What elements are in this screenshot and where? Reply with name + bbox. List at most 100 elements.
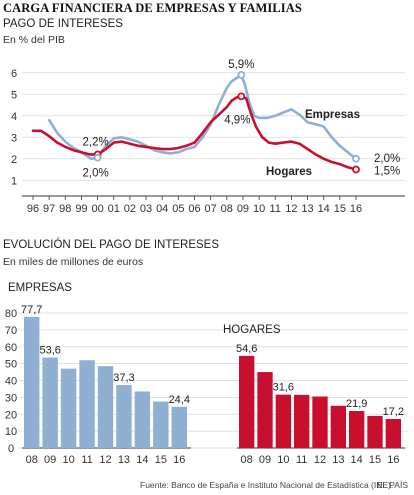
line-xtick-2: 98: [59, 203, 71, 215]
bar-ytick-7: 70: [5, 325, 17, 337]
series-label-hogares: Hogares: [266, 166, 312, 178]
main-title: CARGA FINANCIERA DE EMPRESAS Y FAMILIAS: [3, 1, 302, 15]
source-note: Fuente: Banco de España e Instituto Naci…: [140, 480, 394, 490]
hogares-xtick-10: 10: [277, 454, 289, 466]
line-xtick-13: 09: [237, 203, 249, 215]
line-xtick-17: 13: [301, 203, 313, 215]
empresas-xtick-12: 12: [99, 454, 111, 466]
bar-ytick-8: 80: [5, 308, 17, 320]
line-xtick-10: 06: [188, 203, 200, 215]
line-annotation-label-1: 2,0%: [82, 168, 108, 180]
hogares-xtick-11: 11: [296, 454, 307, 466]
series-label-empresas: Empresas: [305, 109, 360, 121]
line-annotation-label-2: 5,9%: [228, 59, 254, 71]
line-ytick-0: 1: [11, 175, 17, 187]
bar-ytick-4: 40: [5, 376, 17, 388]
line-annotation-marker-5: [352, 165, 360, 174]
empresas-bar-09: [42, 357, 58, 448]
hogares-bar-14: [349, 411, 365, 448]
hogares-bar-11: [294, 394, 310, 448]
empresas-bar-16: [171, 406, 187, 448]
line-ytick-1: 2: [11, 154, 17, 166]
hogares-value-label-16: 17,2: [383, 406, 404, 418]
hogares-xtick-14: 14: [351, 454, 363, 466]
line-xtick-11: 07: [205, 203, 217, 215]
line-annotation-label-3: 4,9%: [224, 114, 250, 126]
empresas-bar-14: [134, 391, 151, 448]
hogares-value-label-10: 31,6: [273, 382, 294, 394]
line-xtick-9: 05: [172, 203, 184, 215]
line-annotation-marker-4: [352, 154, 360, 163]
line-xtick-20: 16: [350, 203, 362, 215]
bar-section-subtitle: En miles de millones de euros: [3, 256, 144, 268]
line-annotation-marker-2: [237, 71, 246, 79]
line-xtick-7: 03: [140, 203, 152, 215]
hogares-xtick-12: 12: [314, 454, 326, 466]
hogares-value-label-08: 54,6: [236, 343, 257, 355]
line-xtick-0: 96: [27, 203, 39, 215]
line-xtick-14: 10: [253, 203, 265, 215]
brand-label: EL PAÍS: [376, 480, 408, 490]
hogares-value-label-14: 21,9: [346, 398, 367, 410]
empresas-value-label-13: 37,3: [113, 372, 134, 384]
hogares-xtick-09: 09: [259, 454, 271, 466]
line-annotation-label-4: 2,0%: [374, 153, 400, 165]
empresas-value-label-16: 24,4: [169, 394, 190, 406]
hogares-bar-08: [239, 355, 255, 448]
line-annotation-label-5: 1,5%: [374, 166, 400, 178]
empresas-xtick-10: 10: [62, 454, 74, 466]
hogares-bar-13: [330, 405, 346, 448]
empresas-xtick-09: 09: [44, 454, 56, 466]
line-chart-subtitle: En % del PIB: [3, 34, 65, 46]
line-annotation-label-0: 2,2%: [82, 136, 108, 148]
bar-ytick-1: 10: [5, 426, 17, 438]
hogares-xtick-16: 16: [387, 454, 399, 466]
hogares-bar-15: [367, 415, 383, 448]
hogares-bar-09: [257, 372, 273, 448]
hogares-xtick-08: 08: [241, 454, 253, 466]
bar-ytick-0: 0: [8, 443, 14, 455]
empresas-xtick-14: 14: [136, 454, 148, 466]
empresas-bar-10: [60, 368, 77, 448]
line-xtick-12: 08: [221, 203, 233, 215]
bar-ytick-2: 20: [5, 409, 17, 421]
line-ytick-2: 3: [11, 132, 17, 144]
line-ytick-5: 6: [11, 68, 17, 80]
line-annotation-marker-3: [237, 92, 246, 101]
line-series-hogares: [31, 95, 358, 171]
bar-ytick-6: 60: [5, 342, 17, 354]
hogares-xtick-15: 15: [369, 454, 381, 466]
line-xtick-8: 04: [156, 203, 168, 215]
hogares-xtick-13: 13: [332, 454, 344, 466]
line-xtick-16: 12: [285, 203, 297, 215]
bar-ytick-5: 50: [5, 359, 17, 371]
empresas-xtick-13: 13: [118, 454, 130, 466]
hogares-bar-10: [275, 394, 291, 448]
empresas-bar-12: [97, 366, 114, 448]
line-xtick-18: 14: [318, 203, 330, 215]
line-xtick-3: 99: [75, 203, 87, 215]
line-xtick-1: 97: [43, 203, 55, 215]
line-xtick-19: 15: [334, 203, 346, 215]
line-chart-title: PAGO DE INTERESES: [3, 18, 123, 30]
empresas-xtick-08: 08: [26, 454, 38, 466]
line-ytick-4: 5: [11, 89, 17, 101]
empresas-xtick-15: 15: [155, 454, 167, 466]
line-xtick-6: 02: [124, 203, 136, 215]
hogares-bar-16: [385, 418, 401, 448]
empresas-chart-title: EMPRESAS: [8, 282, 72, 294]
hogares-bar-12: [312, 396, 328, 448]
line-ytick-3: 4: [11, 111, 17, 123]
line-xtick-4: 00: [91, 203, 103, 215]
empresas-xtick-11: 11: [81, 454, 92, 466]
empresas-xtick-16: 16: [173, 454, 185, 466]
empresas-bar-11: [79, 360, 95, 448]
bar-ytick-3: 30: [5, 392, 17, 404]
line-series-empresas: [47, 73, 358, 161]
bar-section-title: EVOLUCIÓN DEL PAGO DE INTERESES: [3, 239, 219, 251]
empresas-bar-15: [153, 401, 169, 448]
line-xtick-5: 01: [108, 203, 120, 215]
empresas-value-label-08: 77,7: [21, 304, 42, 316]
empresas-bar-08: [24, 316, 40, 448]
